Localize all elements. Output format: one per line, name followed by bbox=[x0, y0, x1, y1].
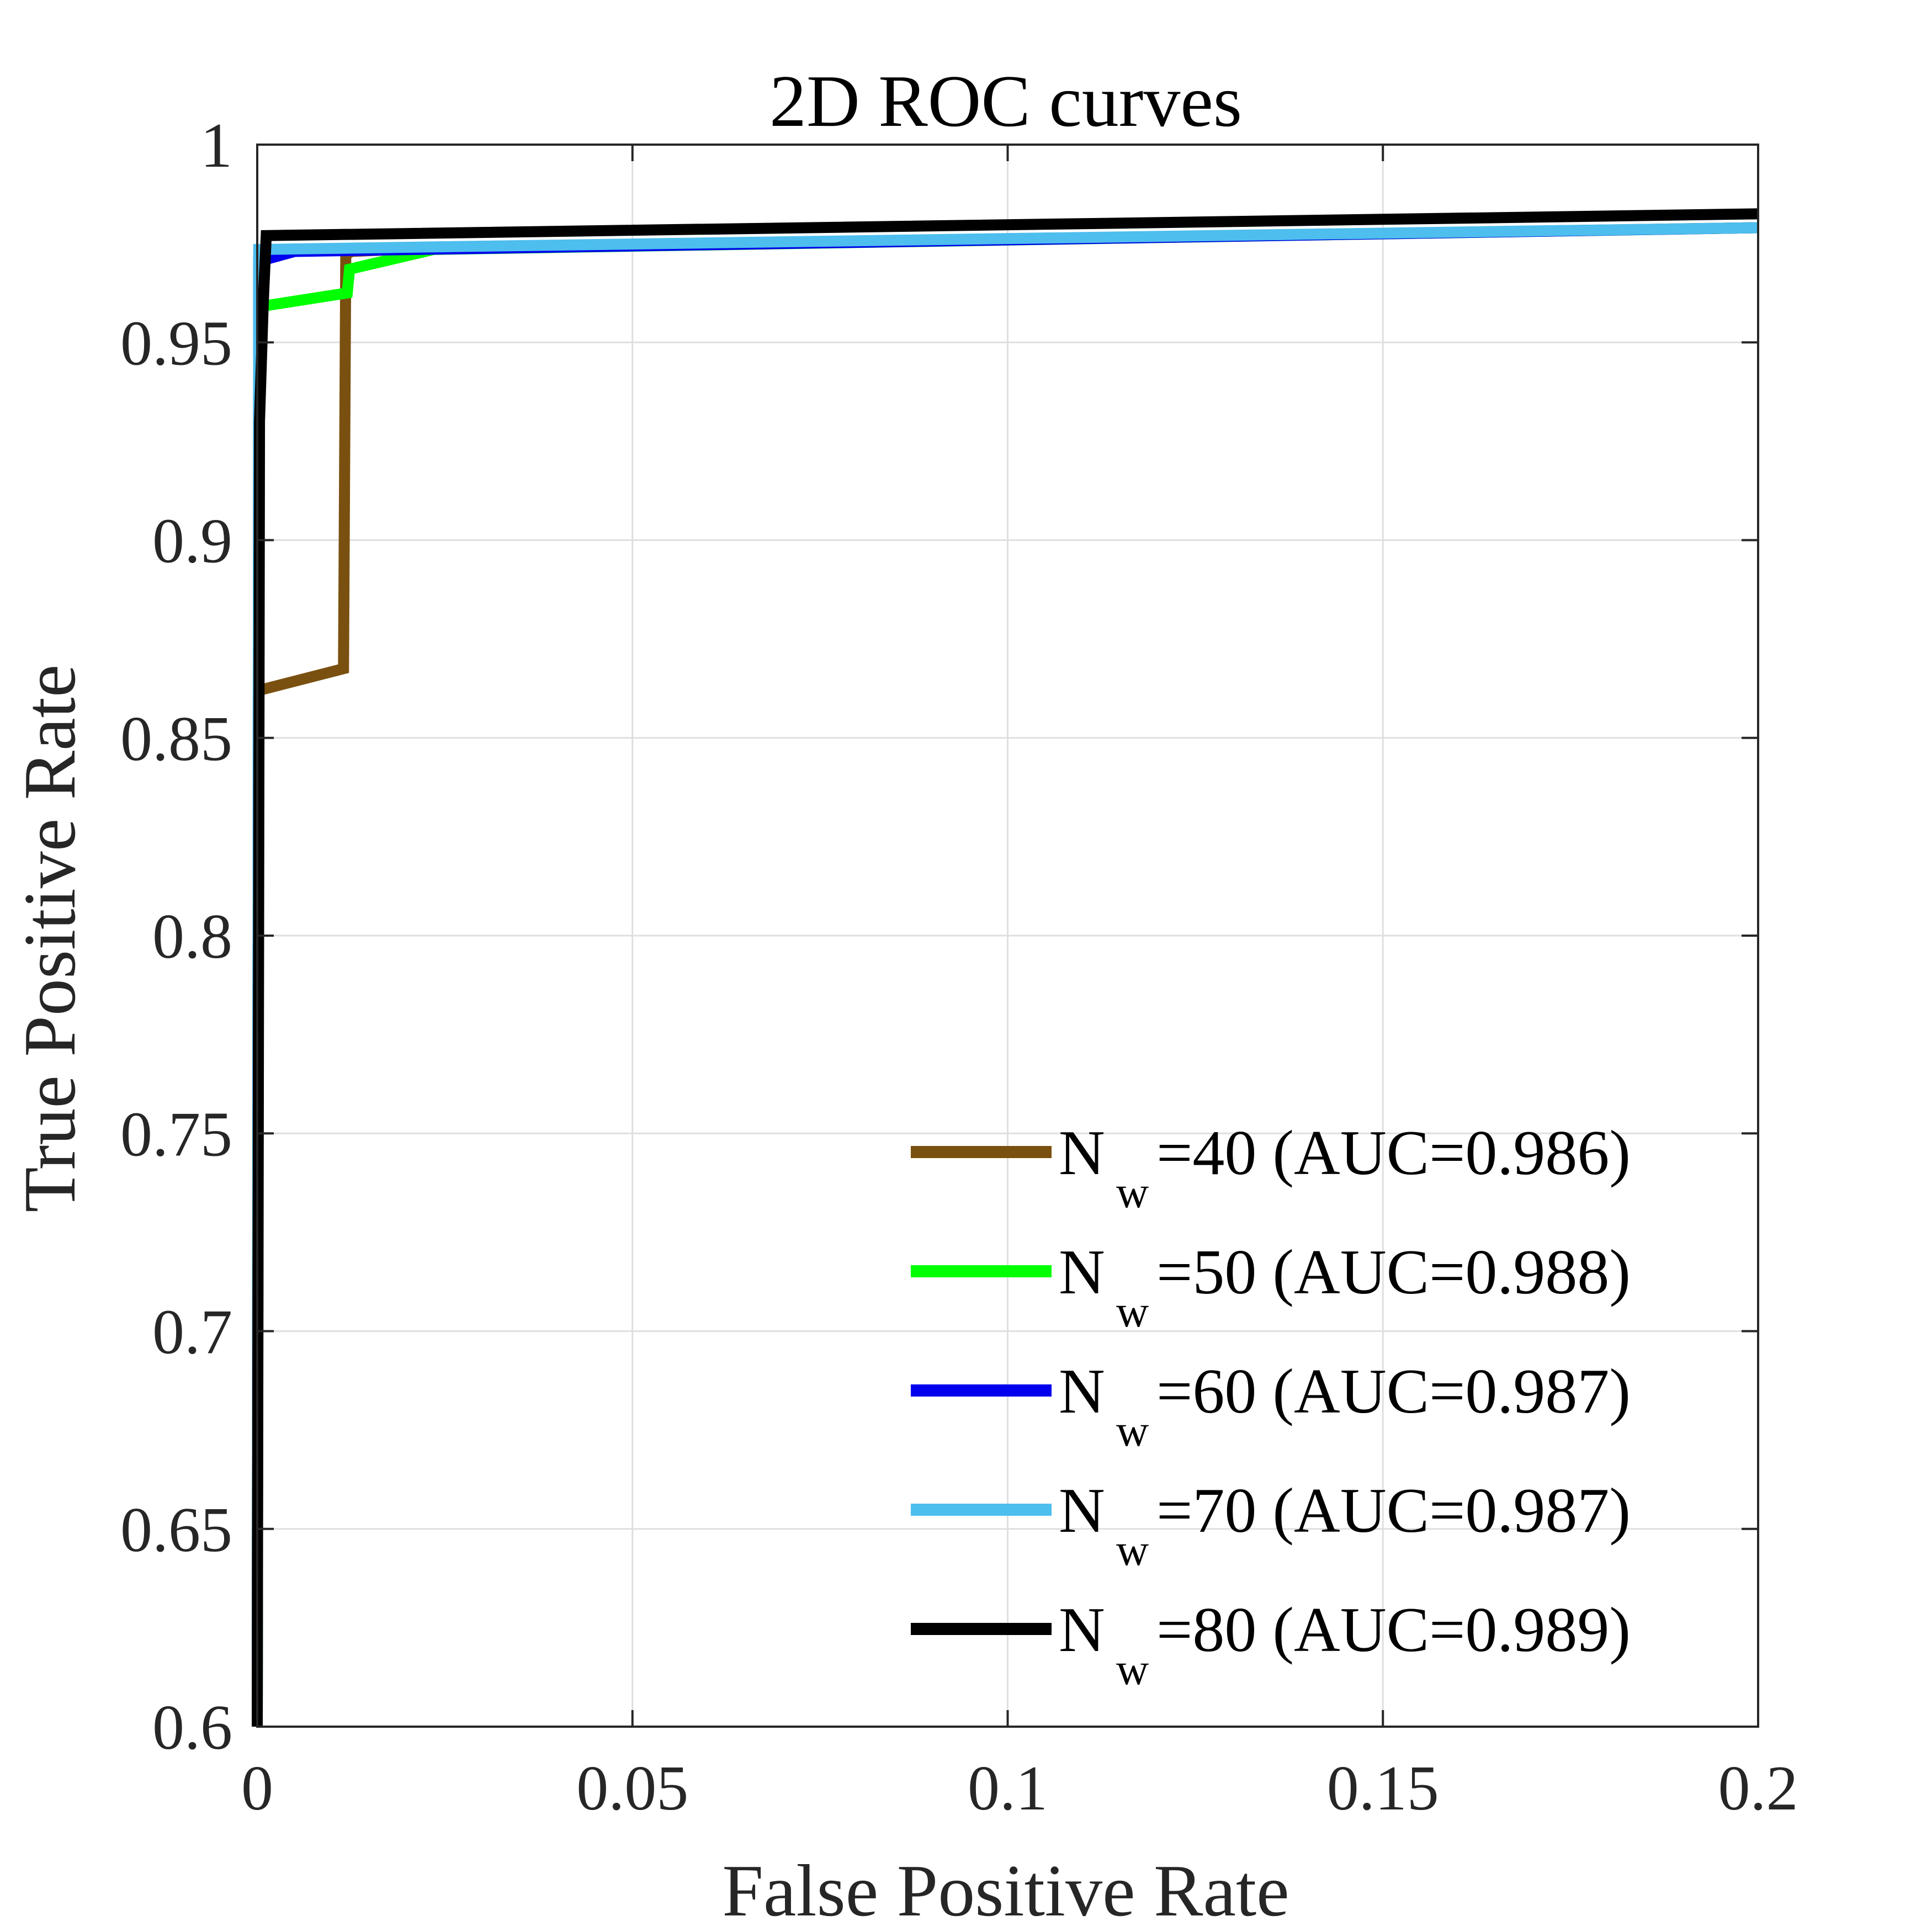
y-tick-label: 0.65 bbox=[120, 1495, 232, 1565]
x-tick-label: 0.15 bbox=[1327, 1753, 1439, 1824]
legend-label-suffix: =70 (AUC=0.987) bbox=[1156, 1475, 1631, 1546]
legend-label-prefix: N bbox=[1059, 1595, 1105, 1665]
y-tick-label: 0.9 bbox=[152, 506, 232, 577]
legend-label-prefix: N bbox=[1059, 1356, 1105, 1427]
x-tick-label: 0.2 bbox=[1718, 1753, 1798, 1824]
legend-label-suffix: =40 (AUC=0.986) bbox=[1156, 1118, 1631, 1188]
axis-ticks bbox=[256, 144, 1759, 1728]
legend-label-suffix: =60 (AUC=0.987) bbox=[1156, 1356, 1631, 1427]
x-tick-label: 0.1 bbox=[968, 1753, 1048, 1824]
x-tick-label: 0.05 bbox=[576, 1753, 688, 1824]
x-axis-label: False Positive Rate bbox=[722, 1850, 1289, 1931]
legend-label-suffix: =80 (AUC=0.989) bbox=[1156, 1595, 1631, 1665]
x-tick-label: 0 bbox=[241, 1753, 273, 1824]
y-axis-label: True Positive Rate bbox=[9, 665, 91, 1213]
legend-label-subscript: w bbox=[1116, 1644, 1149, 1694]
y-tick-label: 1 bbox=[200, 110, 232, 181]
legend: Nw=40 (AUC=0.986)Nw=50 (AUC=0.988)Nw=60 … bbox=[911, 1118, 1631, 1694]
legend-label-prefix: N bbox=[1059, 1475, 1105, 1546]
y-tick-label: 0.7 bbox=[152, 1297, 232, 1368]
legend-label-prefix: N bbox=[1059, 1237, 1105, 1308]
y-tick-label: 0.75 bbox=[120, 1099, 232, 1170]
y-tick-label: 0.85 bbox=[120, 704, 232, 774]
series-line-5 bbox=[252, 208, 1759, 1727]
y-tick-label: 0.6 bbox=[152, 1692, 232, 1763]
legend-label-prefix: N bbox=[1059, 1118, 1105, 1188]
y-tick-label: 0.95 bbox=[120, 308, 232, 379]
legend-label-subscript: w bbox=[1116, 1286, 1149, 1336]
tick-labels: 0 0.05 0.1 0.15 0.2 0.6 0.65 0.7 0.75 0.8 0.85 0.9 0… bbox=[120, 110, 1798, 1824]
legend-label-suffix: =50 (AUC=0.988) bbox=[1156, 1237, 1631, 1308]
y-tick-label: 0.8 bbox=[152, 901, 232, 972]
legend-label-subscript: w bbox=[1116, 1525, 1149, 1575]
legend-label-subscript: w bbox=[1116, 1167, 1149, 1217]
chart-title: 2D ROC curves bbox=[769, 60, 1242, 142]
legend-label-subscript: w bbox=[1116, 1405, 1149, 1456]
